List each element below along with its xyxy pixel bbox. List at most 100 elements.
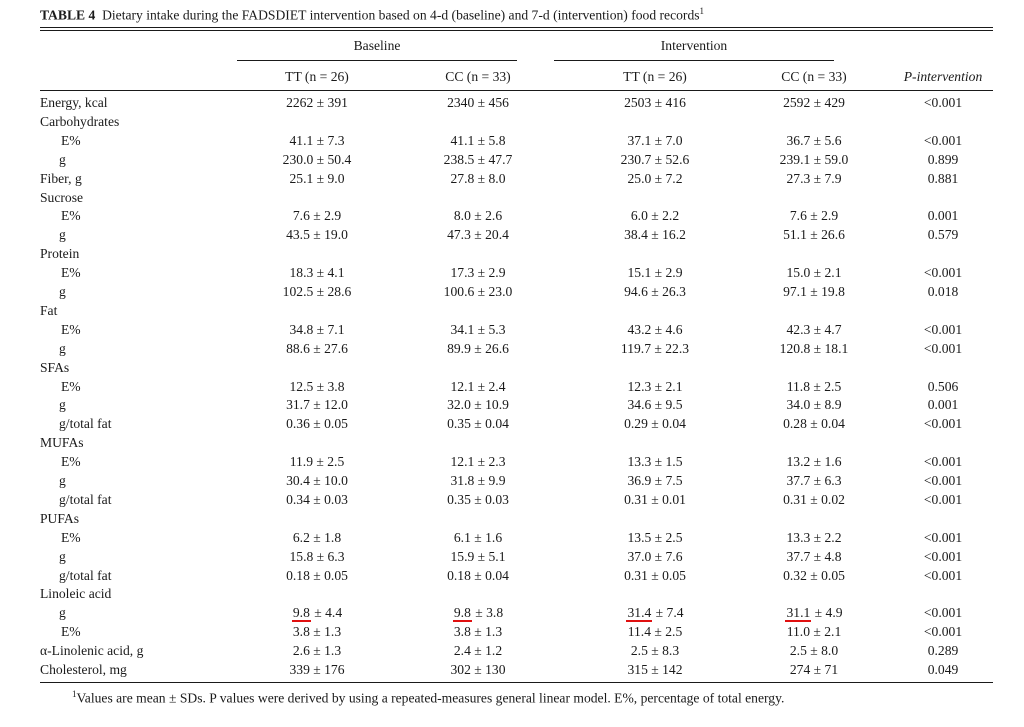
cell-value: 12.1 ± 2.4 <box>450 378 506 394</box>
row-label: g <box>59 227 66 243</box>
cell-value: 2.4 ± 1.2 <box>453 643 503 659</box>
cell-p-value: 0.579 <box>927 227 959 243</box>
table-row: Sucrose <box>40 190 993 209</box>
row-label: Cholesterol, mg <box>40 662 127 677</box>
cell-value: 47.3 ± 20.4 <box>447 227 509 243</box>
cell-p-value: 0.001 <box>927 208 959 224</box>
cell-value: 0.36 ± 0.05 <box>286 416 348 432</box>
table-row: g 43.5 ± 19.0 47.3 ± 20.4 38.4 ± 16.2 51.1 ±… <box>40 227 993 246</box>
row-label: g <box>59 605 66 621</box>
cell-value: 27.3 ± 7.9 <box>786 170 842 186</box>
cell-value: 15.9 ± 5.1 <box>450 548 506 564</box>
header-rule <box>40 90 993 91</box>
cell-p-value: <0.001 <box>923 624 963 640</box>
cell-p-value: <0.001 <box>923 454 963 470</box>
cell-value: 37.7 ± 4.8 <box>786 548 842 564</box>
table-row: MUFAs <box>40 435 993 454</box>
group-header-baseline: Baseline <box>353 38 401 53</box>
row-label: g/total fat <box>59 491 112 507</box>
table-row: g 15.8 ± 6.3 15.9 ± 5.1 37.0 ± 7.6 37.7 ± 4.… <box>40 549 993 568</box>
cell-p-value: <0.001 <box>923 491 963 507</box>
row-label: E% <box>61 378 81 394</box>
cell-p-value: <0.001 <box>923 473 963 488</box>
cell-value: 36.7 ± 5.6 <box>786 132 842 148</box>
row-label: PUFAs <box>40 510 80 526</box>
row-label: E% <box>61 529 81 545</box>
cell-value: 0.31 ± 0.01 <box>624 491 686 507</box>
table-row: Carbohydrates <box>40 114 993 133</box>
cell-value: 6.1 ± 1.6 <box>453 529 503 545</box>
table-row: g/total fat 0.18 ± 0.05 0.18 ± 0.04 0.31 ± … <box>40 568 993 587</box>
row-label: Fiber, g <box>40 170 82 186</box>
column-header-p-intervention: P-intervention <box>903 69 983 84</box>
cell-value: 2.5 ± 8.0 <box>789 643 839 659</box>
cell-p-value: 0.881 <box>927 170 959 186</box>
cell-value: 89.9 ± 26.6 <box>447 340 509 356</box>
cell-p-value: <0.001 <box>923 265 963 281</box>
row-label: g <box>59 473 66 488</box>
cell-p-value: <0.001 <box>923 321 963 337</box>
cell-value: 238.5 ± 47.7 <box>443 151 513 167</box>
cell-value: 34.8 ± 7.1 <box>289 321 345 337</box>
sd-text: ± 4.4 <box>310 605 343 621</box>
table-row: PUFAs <box>40 511 993 530</box>
row-label: SFAs <box>40 359 70 375</box>
table-row: g 30.4 ± 10.0 31.8 ± 9.9 36.9 ± 7.5 37.7 ± 6… <box>40 473 993 492</box>
cell-value: 0.31 ± 0.05 <box>624 567 686 583</box>
row-label: MUFAs <box>40 435 84 451</box>
cell-value: 43.2 ± 4.6 <box>627 321 683 337</box>
cell-value: 6.2 ± 1.8 <box>292 529 342 545</box>
row-label: E% <box>61 132 81 148</box>
cell-value: 41.1 ± 7.3 <box>289 132 345 148</box>
sd-text: ± 7.4 <box>652 605 684 621</box>
row-label: Linoleic acid <box>40 586 112 602</box>
cell-value: 0.29 ± 0.04 <box>624 416 686 432</box>
table-row: E% 7.6 ± 2.9 8.0 ± 2.6 6.0 ± 2.2 7.6 ± 2.9 0.… <box>40 208 993 227</box>
table-footnote: 1Values are mean ± SDs. P values were de… <box>72 689 784 707</box>
cell-value: 17.3 ± 2.9 <box>450 265 506 281</box>
column-header-intervention-tt: TT (n = 26) <box>623 69 687 84</box>
cell-value: 0.35 ± 0.04 <box>447 416 509 432</box>
cell-p-value: 0.506 <box>927 378 959 394</box>
table-row: Energy, kcal 2262 ± 391 2340 ± 456 2503 ± 4… <box>40 95 993 114</box>
cell-value: 6.0 ± 2.2 <box>630 208 680 224</box>
cell-value: 3.8 ± 1.3 <box>292 624 342 640</box>
cell-value: 7.6 ± 2.9 <box>789 208 839 224</box>
cell-value: 274 ± 71 <box>789 662 839 677</box>
row-label: Energy, kcal <box>40 95 108 110</box>
cell-value: 100.6 ± 23.0 <box>443 284 513 299</box>
cell-p-value: 0.289 <box>927 643 959 659</box>
cell-value: 11.0 ± 2.1 <box>786 624 842 640</box>
row-label: Sucrose <box>40 189 84 205</box>
table-row: g 230.0 ± 50.4 238.5 ± 47.7 230.7 ± 52.6 239… <box>40 152 993 171</box>
row-label: g <box>59 397 66 413</box>
row-label: g <box>59 151 66 167</box>
row-label: g/total fat <box>59 416 112 432</box>
table-caption: TABLE 4 Dietary intake during the FADSDI… <box>40 6 704 24</box>
cell-value: 102.5 ± 28.6 <box>282 284 352 299</box>
cell-p-value: 0.049 <box>927 662 959 677</box>
cell-value: 94.6 ± 26.3 <box>624 284 686 299</box>
cell-value: 37.1 ± 7.0 <box>627 132 683 148</box>
table-row: Fat <box>40 303 993 322</box>
cell-value: 36.9 ± 7.5 <box>627 473 683 488</box>
cell-value: 0.18 ± 0.05 <box>286 567 348 583</box>
cell-value: 2340 ± 456 <box>447 95 509 110</box>
cell-value: 239.1 ± 59.0 <box>779 151 849 167</box>
table-row: g 9.8 ± 4.4 9.8 ± 3.8 31.4 ± 7.4 31.1 ± 4.9 <… <box>40 605 993 624</box>
cell-value: 31.7 ± 12.0 <box>286 397 348 413</box>
cell-p-value: <0.001 <box>923 605 963 621</box>
group-header-intervention: Intervention <box>660 38 728 53</box>
cell-value: 9.8 ± 3.8 <box>398 605 558 623</box>
row-label: Fat <box>40 302 58 318</box>
row-label: E% <box>61 454 81 470</box>
row-label: g <box>59 284 66 299</box>
cell-value: 31.1 ± 4.9 <box>734 605 894 623</box>
table-row: g 102.5 ± 28.6 100.6 ± 23.0 94.6 ± 26.3 97.1… <box>40 284 993 303</box>
top-rule-1 <box>40 27 993 28</box>
footnote-text: Values are mean ± SDs. P values were der… <box>76 690 785 706</box>
caption-footnote-mark: 1 <box>699 6 705 16</box>
row-label: Carbohydrates <box>40 113 120 129</box>
table-row: g/total fat 0.34 ± 0.03 0.35 ± 0.03 0.31 ± … <box>40 492 993 511</box>
column-header-baseline-cc: CC (n = 33) <box>445 69 511 84</box>
